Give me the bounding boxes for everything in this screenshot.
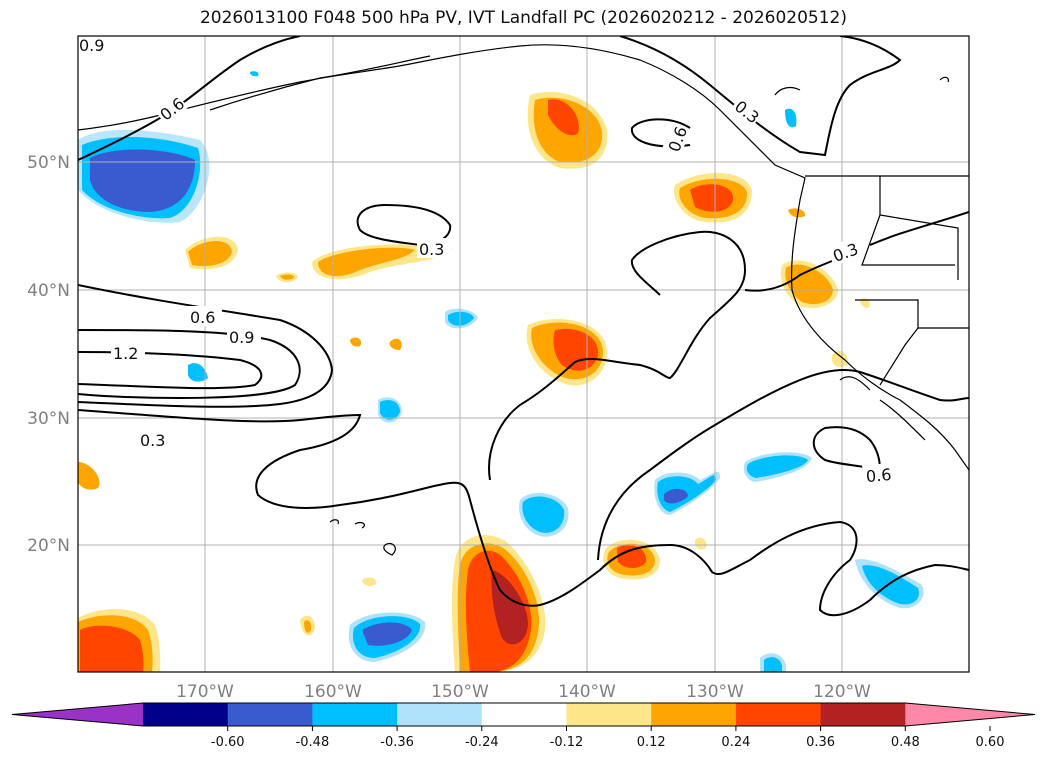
- lat-label-50n: 50°N: [27, 153, 70, 173]
- figure-title: 2026013100 F048 500 hPa PV, IVT Landfall…: [199, 8, 847, 28]
- contour-label-0-9: 0.9: [229, 328, 254, 347]
- colorbar-segment: [312, 703, 398, 726]
- colorbar-tick-label: -0.12: [550, 735, 584, 750]
- map-frame: [77, 35, 970, 673]
- lon-label-150w: 150°W: [431, 682, 489, 702]
- lon-label-170w: 170°W: [176, 682, 234, 702]
- contour-label-1-2: 1.2: [113, 344, 138, 363]
- colorbar-tick-label: 0.60: [976, 735, 1005, 750]
- longitude-labels: 170°W 160°W 150°W 140°W 130°W 120°W: [176, 682, 871, 702]
- colorbar: -0.60 -0.48 -0.36 -0.24 -0.12 0.12 0.24 0.36 0.4…: [11, 702, 1036, 750]
- colorbar-tick-label: -0.24: [465, 735, 499, 750]
- contour-label-0-3: 0.3: [419, 240, 444, 259]
- colorbar-segment: [820, 703, 906, 726]
- colorbar-segment: [481, 703, 567, 726]
- lon-label-160w: 160°W: [304, 682, 362, 702]
- colorbar-extend-low: [12, 703, 143, 726]
- colorbar-tick-label: 0.48: [891, 735, 920, 750]
- colorbar-tick-label: -0.60: [211, 735, 245, 750]
- contour-label-0-9: 0.9: [79, 36, 104, 55]
- colorbar-tick-label: 0.36: [806, 735, 835, 750]
- colorbar-segment: [397, 703, 483, 726]
- latitude-labels: 50°N 40°N 30°N 20°N: [27, 153, 70, 556]
- lon-label-130w: 130°W: [686, 682, 744, 702]
- colorbar-extend-high: [905, 703, 1035, 726]
- colorbar-tick-label: -0.36: [380, 735, 414, 750]
- colorbar-segment: [651, 703, 737, 726]
- colorbar-segment: [227, 703, 313, 726]
- colorbar-tick-label: -0.48: [296, 735, 330, 750]
- lon-label-140w: 140°W: [558, 682, 616, 702]
- colorbar-segment: [566, 703, 652, 726]
- coastlines: [78, 44, 969, 556]
- lat-label-30n: 30°N: [27, 409, 70, 429]
- map-area: 0.9 0.6 0.3 0.6 0.3 0.3 0.6 0.9: [78, 36, 969, 672]
- contour-label-0-3: 0.3: [140, 431, 165, 450]
- lon-label-120w: 120°W: [813, 682, 871, 702]
- lat-label-20n: 20°N: [27, 536, 70, 556]
- colorbar-outline: [11, 702, 1036, 727]
- contour-label-0-6: 0.6: [865, 465, 892, 486]
- contour-label-0-6: 0.6: [190, 308, 215, 327]
- colorbar-segment: [143, 703, 229, 726]
- colorbar-tick-label: 0.24: [721, 735, 750, 750]
- colorbar-segment: [735, 703, 822, 726]
- lat-label-40n: 40°N: [27, 281, 70, 301]
- colorbar-tick-label: 0.12: [637, 735, 666, 750]
